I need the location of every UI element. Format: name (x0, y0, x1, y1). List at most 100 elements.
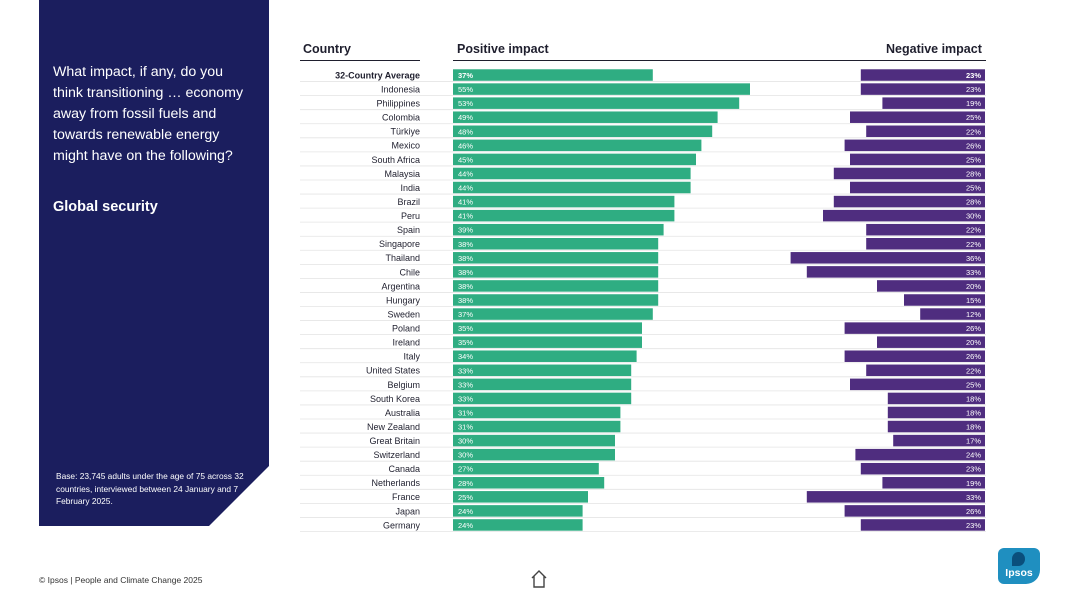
negative-value-label: 28% (966, 169, 981, 178)
negative-bar (887, 392, 985, 405)
positive-bar (453, 280, 659, 292)
negative-value-label: 18% (966, 394, 981, 403)
positive-value-label: 38% (458, 296, 473, 305)
negative-value-label: 23% (966, 521, 981, 530)
negative-value-label: 23% (966, 71, 981, 80)
positive-value-label: 37% (458, 310, 473, 319)
positive-value-label: 33% (458, 366, 473, 375)
negative-value-label: 23% (966, 85, 981, 94)
positive-bar (453, 519, 583, 531)
positive-value-label: 31% (458, 408, 473, 417)
positive-bar (453, 392, 632, 405)
negative-value-label: 25% (966, 184, 981, 193)
negative-bar (844, 505, 985, 517)
positive-bar (453, 308, 653, 320)
positive-value-label: 30% (458, 437, 473, 446)
positive-value-label: 31% (458, 423, 473, 432)
negative-value-label: 26% (966, 141, 981, 150)
country-label: Australia (385, 408, 420, 418)
positive-value-label: 35% (458, 338, 473, 347)
positive-bar (453, 238, 659, 250)
country-label: Sweden (387, 309, 420, 319)
positive-bar (453, 336, 642, 348)
negative-bar (904, 294, 985, 306)
country-header: Country (303, 42, 351, 56)
positive-bar (453, 181, 691, 194)
positive-value-label: 41% (458, 198, 473, 207)
positive-value-label: 38% (458, 254, 473, 263)
negative-value-label: 17% (966, 437, 981, 446)
negative-value-label: 12% (966, 310, 981, 319)
positive-bar (453, 125, 713, 138)
negative-value-label: 25% (966, 380, 981, 389)
home-icon[interactable] (530, 569, 548, 589)
negative-bar (806, 491, 985, 503)
positive-bar (453, 322, 642, 334)
subtitle: Global security (53, 199, 158, 215)
country-label: Thailand (385, 253, 420, 263)
positive-bar (453, 209, 675, 222)
positive-value-label: 24% (458, 521, 473, 530)
country-label: Spain (397, 225, 420, 235)
negative-value-label: 33% (966, 493, 981, 502)
country-label: Indonesia (381, 84, 420, 94)
positive-value-label: 38% (458, 268, 473, 277)
positive-bar (453, 266, 659, 278)
positive-bar (453, 111, 718, 123)
negative-bar (833, 195, 985, 208)
ipsos-logo: Ipsos (998, 548, 1040, 584)
negative-bar (877, 280, 985, 292)
negative-bar (866, 238, 985, 250)
positive-bar (453, 139, 702, 152)
positive-value-label: 33% (458, 380, 473, 389)
negative-bar (833, 167, 985, 180)
negative-value-label: 19% (966, 479, 981, 488)
footer-copyright: © Ipsos | People and Climate Change 2025 (39, 575, 203, 585)
positive-value-label: 33% (458, 394, 473, 403)
positive-value-label: 39% (458, 226, 473, 235)
positive-bar (453, 477, 605, 489)
negative-value-label: 18% (966, 408, 981, 417)
negative-bar (860, 519, 985, 531)
country-label: Colombia (382, 113, 420, 123)
positive-value-label: 28% (458, 479, 473, 488)
question-panel: What impact, if any, do you think transi… (39, 0, 269, 526)
country-label: South Africa (371, 155, 420, 165)
positive-value-label: 37% (458, 71, 473, 80)
positive-value-label: 44% (458, 169, 473, 178)
positive-bar (453, 462, 599, 475)
negative-value-label: 24% (966, 451, 981, 460)
country-label: India (400, 183, 420, 193)
negative-bar (806, 266, 985, 278)
country-label: Philippines (376, 99, 420, 109)
positive-bar (453, 491, 588, 503)
country-label: France (392, 492, 420, 502)
positive-value-label: 49% (458, 113, 473, 122)
positive-value-label: 44% (458, 184, 473, 193)
negative-value-label: 26% (966, 324, 981, 333)
positive-value-label: 55% (458, 85, 473, 94)
negative-bar (823, 209, 985, 222)
country-label: Netherlands (371, 478, 420, 488)
negative-bar (844, 139, 985, 152)
country-label: Peru (401, 211, 420, 221)
negative-bar (850, 153, 985, 166)
country-label: Canada (388, 464, 420, 474)
country-label: United States (366, 366, 421, 376)
negative-bar (920, 308, 985, 320)
negative-bar (860, 69, 985, 81)
positive-value-label: 48% (458, 127, 473, 136)
positive-value-label: 25% (458, 493, 473, 502)
positive-bar (453, 69, 653, 81)
negative-value-label: 19% (966, 99, 981, 108)
negative-bar (844, 322, 985, 334)
country-label: Germany (383, 520, 421, 530)
negative-value-label: 22% (966, 240, 981, 249)
positive-bar (453, 294, 659, 306)
negative-value-label: 15% (966, 296, 981, 305)
country-label: Argentina (381, 281, 420, 291)
positive-value-label: 24% (458, 507, 473, 516)
positive-bar (453, 448, 615, 461)
country-label: Chile (399, 267, 420, 277)
